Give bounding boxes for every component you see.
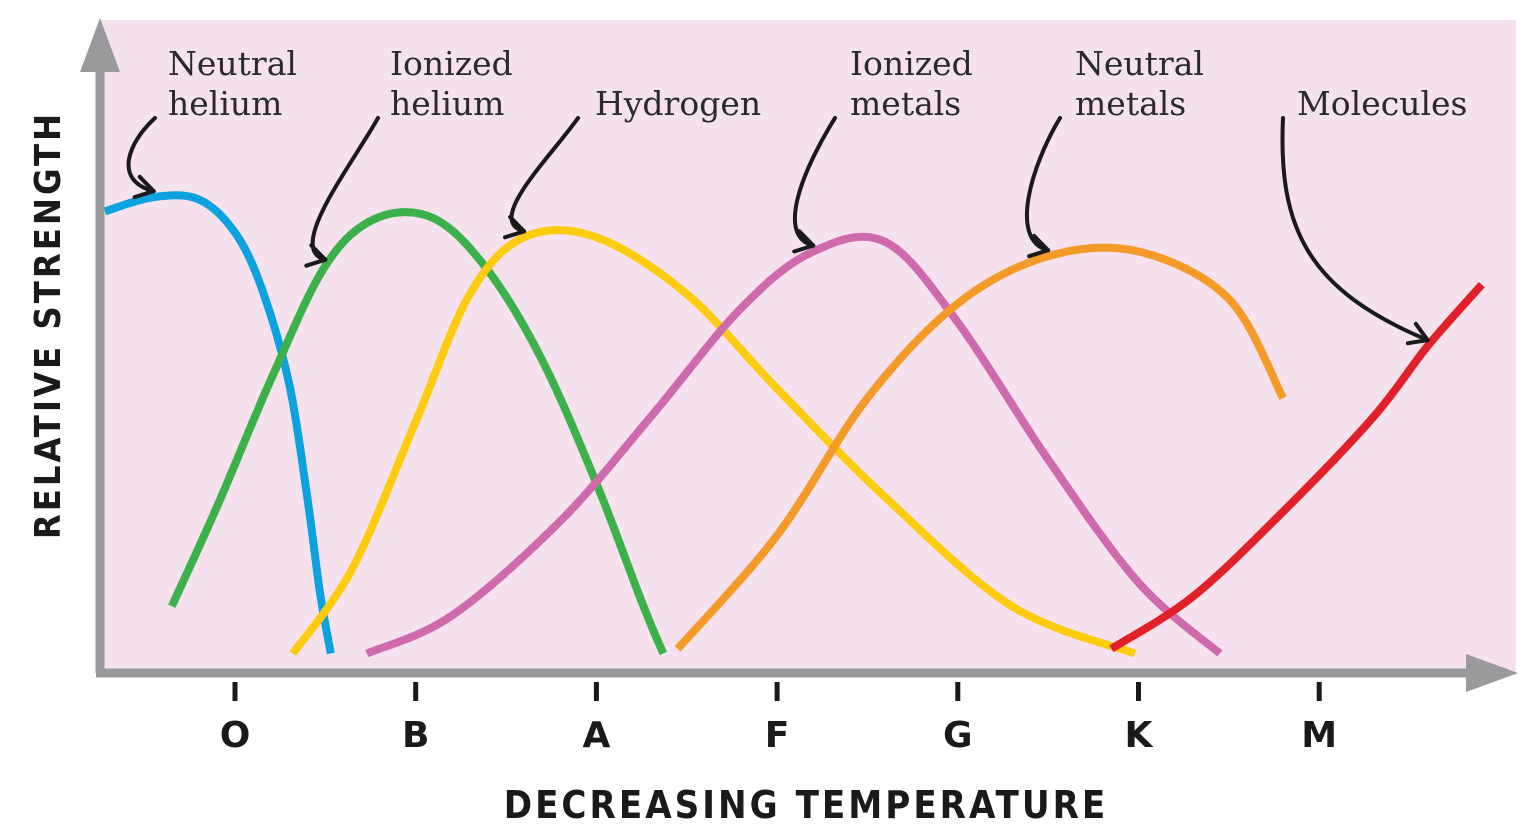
x-tick-label-o: O [220,715,251,756]
annotation-molecules: Molecules [1297,84,1468,123]
annotation-ionized-helium: Ionized helium [390,44,513,123]
annotation-ionized-metals: Ionized metals [850,44,973,123]
series-line-neutral-helium [103,191,335,655]
annotation-hydrogen: Hydrogen [595,84,761,123]
annotation-arrowhead-ionized-metals [792,229,816,254]
annotation-arrowhead-hydrogen [503,215,527,240]
series-line-neutral-metals [674,243,1287,652]
y-axis-label: RELATIVE STRENGTH [28,111,69,539]
annotation-arrow-hydrogen [509,116,580,234]
annotation-arrowhead-ionized-helium [304,243,328,268]
annotation-neutral-helium: Neutral helium [168,44,297,123]
annotation-arrow-ionized-metals [792,116,837,248]
annotation-arrow-neutral-metals [1025,116,1062,253]
x-tick-label-b: B [402,715,429,756]
series-line-ionized-metals [365,232,1223,658]
x-tick-label-f: F [765,715,790,756]
axes [80,18,1518,692]
annotation-arrowhead-neutral-helium [132,174,156,200]
x-tick-label-k: K [1125,715,1154,756]
plot-background [100,20,1516,675]
series-line-ionized-helium [168,208,667,656]
y-axis-arrowhead [80,18,120,72]
series-layer [103,191,1485,658]
x-axis-label: DECREASING TEMPERATURE [504,783,1109,827]
annotation-labels: Neutral helium Ionized helium Hydrogen Ionize… [168,44,1468,123]
annotation-arrow-molecules [1280,116,1430,343]
annotation-arrowhead-neutral-metals [1027,233,1051,259]
x-tick-label-g: G [943,715,973,756]
annotation-arrows [126,116,1430,346]
annotation-arrowhead-molecules [1405,321,1430,346]
x-tick-label-m: M [1301,715,1337,756]
annotation-arrow-ionized-helium [310,116,380,262]
series-line-molecules [1109,281,1485,653]
annotation-arrow-neutral-helium [126,116,157,194]
x-axis-arrowhead [1466,654,1518,692]
series-line-hydrogen [289,226,1137,658]
x-tick-label-a: A [582,715,610,756]
annotation-neutral-metals: Neutral metals [1075,44,1204,123]
